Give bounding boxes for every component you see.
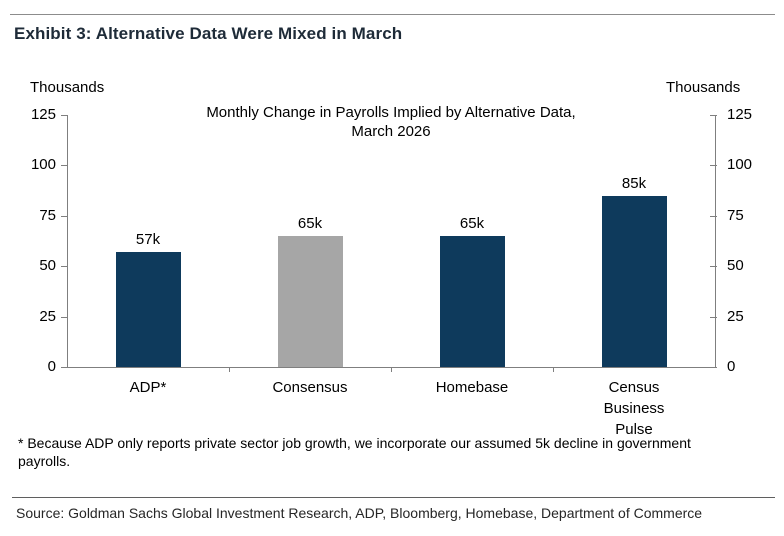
left-y-axis-tick-label: 50 (39, 257, 56, 274)
left-y-axis-line (67, 115, 68, 367)
category-label: ADP* (78, 377, 218, 398)
right-y-axis-tick (710, 266, 717, 267)
right-y-axis-tick-label: 125 (727, 106, 753, 123)
left-y-axis-tick-label: 125 (30, 106, 56, 123)
chart-title: Monthly Change in Payrolls Implied by Al… (67, 103, 715, 141)
right-y-axis-tick-label: 75 (727, 207, 744, 224)
bar-value-label: 85k (621, 175, 647, 192)
right-y-axis-tick-label: 25 (727, 308, 744, 325)
x-axis-tick (391, 367, 392, 372)
top-divider (10, 14, 775, 15)
right-y-axis-tick (710, 216, 717, 217)
left-y-axis-tick-label: 100 (30, 156, 56, 173)
bar-homebase (440, 236, 505, 367)
right-y-axis-tick-label: 50 (727, 257, 744, 274)
right-y-axis-tick (710, 317, 717, 318)
bar-value-label: 65k (459, 215, 485, 232)
source-divider (12, 497, 775, 498)
right-y-axis-tick (710, 115, 717, 116)
left-y-axis-tick (61, 165, 67, 166)
left-y-axis-tick-label: 75 (39, 207, 56, 224)
category-label: Consensus (240, 377, 380, 398)
category-label: Census Business Pulse (564, 377, 704, 440)
bar-adp (116, 252, 181, 367)
bar-consensus (278, 236, 343, 367)
x-axis-tick (553, 367, 554, 372)
left-y-axis-tick-label: 25 (39, 308, 56, 325)
right-axis-unit-label: Thousands (666, 79, 741, 96)
bar-census-business-pulse (602, 196, 667, 367)
chart-footnote: * Because ADP only reports private secto… (18, 435, 691, 469)
category-label-line: Pulse (615, 421, 653, 438)
exhibit-title: Exhibit 3: Alternative Data Were Mixed i… (14, 24, 403, 43)
category-label-line: Homebase (435, 379, 509, 396)
left-y-axis-tick (61, 216, 67, 217)
category-label-line: Business (603, 400, 665, 417)
category-label-line: ADP* (129, 379, 167, 396)
right-y-axis-line (715, 115, 716, 367)
chart-title-line-2: March 2026 (351, 123, 431, 140)
bar-value-label: 65k (297, 215, 323, 232)
right-y-axis-tick (710, 367, 717, 368)
left-y-axis-tick (61, 367, 67, 368)
right-y-axis-tick (710, 165, 717, 166)
left-y-axis-tick (61, 317, 67, 318)
right-y-axis-tick-label: 0 (727, 358, 736, 375)
source-line: Source: Goldman Sachs Global Investment … (16, 505, 703, 521)
left-y-axis-tick-label: 0 (47, 358, 56, 375)
left-y-axis-tick (61, 115, 67, 116)
chart-title-line-1: Monthly Change in Payrolls Implied by Al… (206, 104, 576, 121)
category-label-line: Census (608, 379, 660, 396)
left-y-axis-tick (61, 266, 67, 267)
bar-value-label: 57k (135, 231, 161, 248)
right-y-axis-tick-label: 100 (727, 156, 753, 173)
category-label-line: Consensus (272, 379, 348, 396)
x-axis-tick (229, 367, 230, 372)
left-axis-unit-label: Thousands (30, 79, 105, 96)
category-label: Homebase (402, 377, 542, 398)
